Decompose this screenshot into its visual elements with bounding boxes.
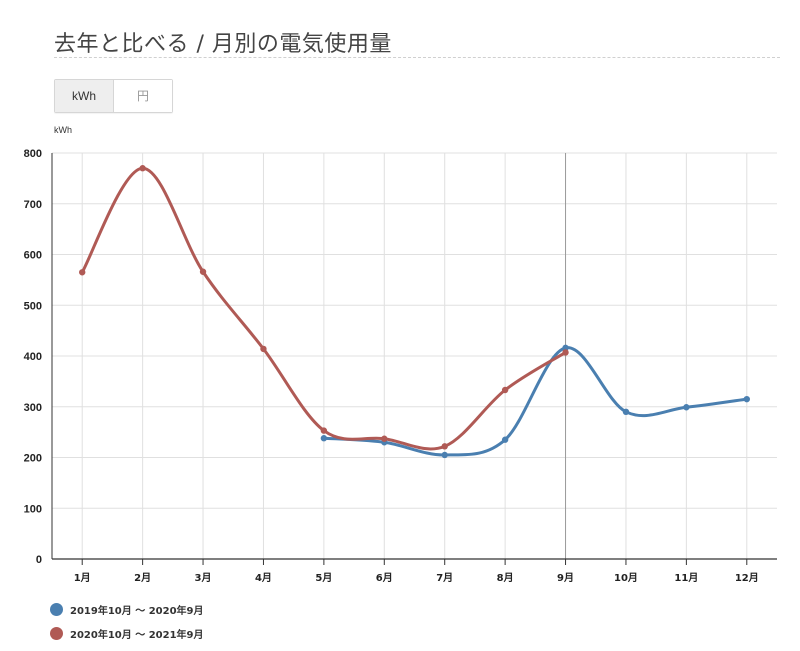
x-tick-label: 1月: [74, 572, 91, 584]
y-tick-label: 400: [24, 351, 42, 363]
unit-toggle: kWh 円: [54, 79, 173, 113]
series-1-point: [441, 451, 448, 459]
series-2-point: [139, 165, 146, 172]
legend-item-series-1[interactable]: 2019年10月 〜 2020年9月: [50, 597, 204, 621]
x-tick-label: 5月: [315, 572, 332, 584]
series-1-point: [562, 344, 569, 352]
x-tick-label: 10月: [614, 572, 638, 584]
series-1-point: [683, 404, 690, 411]
series-1-point: [622, 408, 630, 416]
y-tick-label: 200: [24, 453, 42, 465]
legend-item-series-2[interactable]: 2020年10月 〜 2021年9月: [50, 621, 204, 645]
series-1-point: [743, 395, 750, 403]
y-tick-label: 600: [24, 250, 42, 262]
series-2-point: [260, 345, 267, 353]
series-2-point: [320, 427, 328, 434]
series-1-point: [320, 435, 328, 442]
y-tick-label: 800: [24, 148, 42, 160]
page-title: 去年と比べる / 月別の電気使用量: [54, 32, 392, 57]
x-tick-label: 3月: [195, 572, 212, 584]
toggle-yen-button[interactable]: 円: [113, 80, 172, 112]
series-2-line: [80, 166, 568, 451]
x-tick-label: 8月: [497, 572, 514, 584]
series-1-point: [501, 436, 509, 443]
x-tick-label: 7月: [436, 572, 453, 584]
x-tick-label: 6月: [376, 572, 393, 584]
y-tick-label: 300: [24, 402, 42, 414]
x-tick-label: 2月: [134, 572, 151, 584]
series-2-point: [562, 349, 569, 356]
chart-legend: 2019年10月 〜 2020年9月 2020年10月 〜 2021年9月: [50, 597, 204, 645]
title-divider: [54, 57, 780, 58]
series-2-point: [199, 268, 207, 275]
x-tick-label: 12月: [735, 572, 759, 584]
series-2-point: [79, 269, 86, 276]
x-tick-label: 11月: [674, 572, 698, 584]
y-tick-label: 0: [36, 554, 42, 566]
legend-marker-series-2: [50, 626, 63, 640]
legend-label-series-2: 2020年10月 〜 2021年9月: [70, 629, 204, 641]
y-axis-unit-label: kWh: [54, 125, 72, 135]
toggle-kwh-button[interactable]: kWh: [55, 80, 113, 112]
y-tick-label: 500: [24, 300, 42, 312]
series-2-point: [381, 435, 388, 442]
y-tick-label: 700: [24, 199, 42, 211]
series-2-point: [501, 386, 509, 394]
y-tick-label: 100: [24, 503, 42, 515]
x-tick-label: 9月: [557, 572, 574, 584]
legend-marker-series-1: [50, 602, 63, 616]
x-tick-label: 4月: [255, 572, 272, 584]
legend-label-series-1: 2019年10月 〜 2020年9月: [70, 605, 204, 617]
series-2-point: [441, 443, 448, 450]
series-1-line: [322, 346, 749, 457]
